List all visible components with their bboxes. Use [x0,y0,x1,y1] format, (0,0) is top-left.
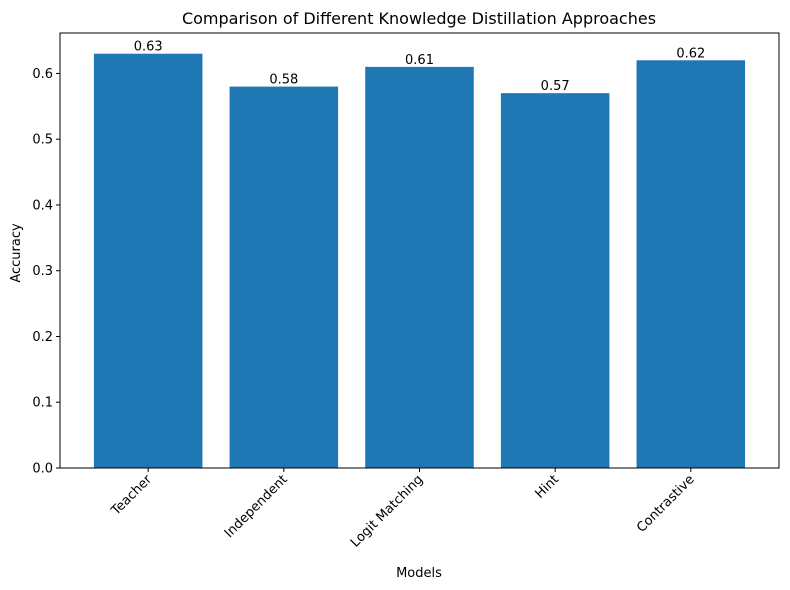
data-label: 0.62 [676,46,705,61]
y-axis-label: Accuracy [9,223,24,283]
x-tick-label: Independent [222,472,291,541]
x-tick-label: Hint [532,472,562,502]
plot-area: 0.63 0.58 0.61 0.57 0.62 0.0 0.1 0.2 0.3 0.4 0.5 0.… [32,32,780,551]
y-tick-label: 0.5 [32,133,53,148]
y-tick-label: 0.3 [32,264,53,279]
x-tick-label: Contrastive [634,472,698,536]
y-tick-label: 0.0 [32,462,53,477]
bar [636,60,746,468]
y-tick-label: 0.1 [32,396,53,411]
data-label: 0.57 [541,79,570,94]
y-tick-label: 0.4 [32,198,53,213]
plot-frame [59,32,780,469]
bar [229,86,339,468]
bar [500,93,610,468]
x-tick-label: Teacher [108,472,155,519]
chart-title: Comparison of Different Knowledge Distil… [182,9,656,28]
data-label: 0.58 [269,73,298,88]
bar [93,53,203,468]
x-tick-label: Logit Matching [348,472,426,550]
y-tick-label: 0.6 [32,67,53,82]
y-tick-label: 0.2 [32,330,53,345]
bar [365,66,474,468]
data-label: 0.63 [134,40,163,55]
x-axis-label: Models [396,566,442,581]
data-label: 0.61 [405,53,434,68]
